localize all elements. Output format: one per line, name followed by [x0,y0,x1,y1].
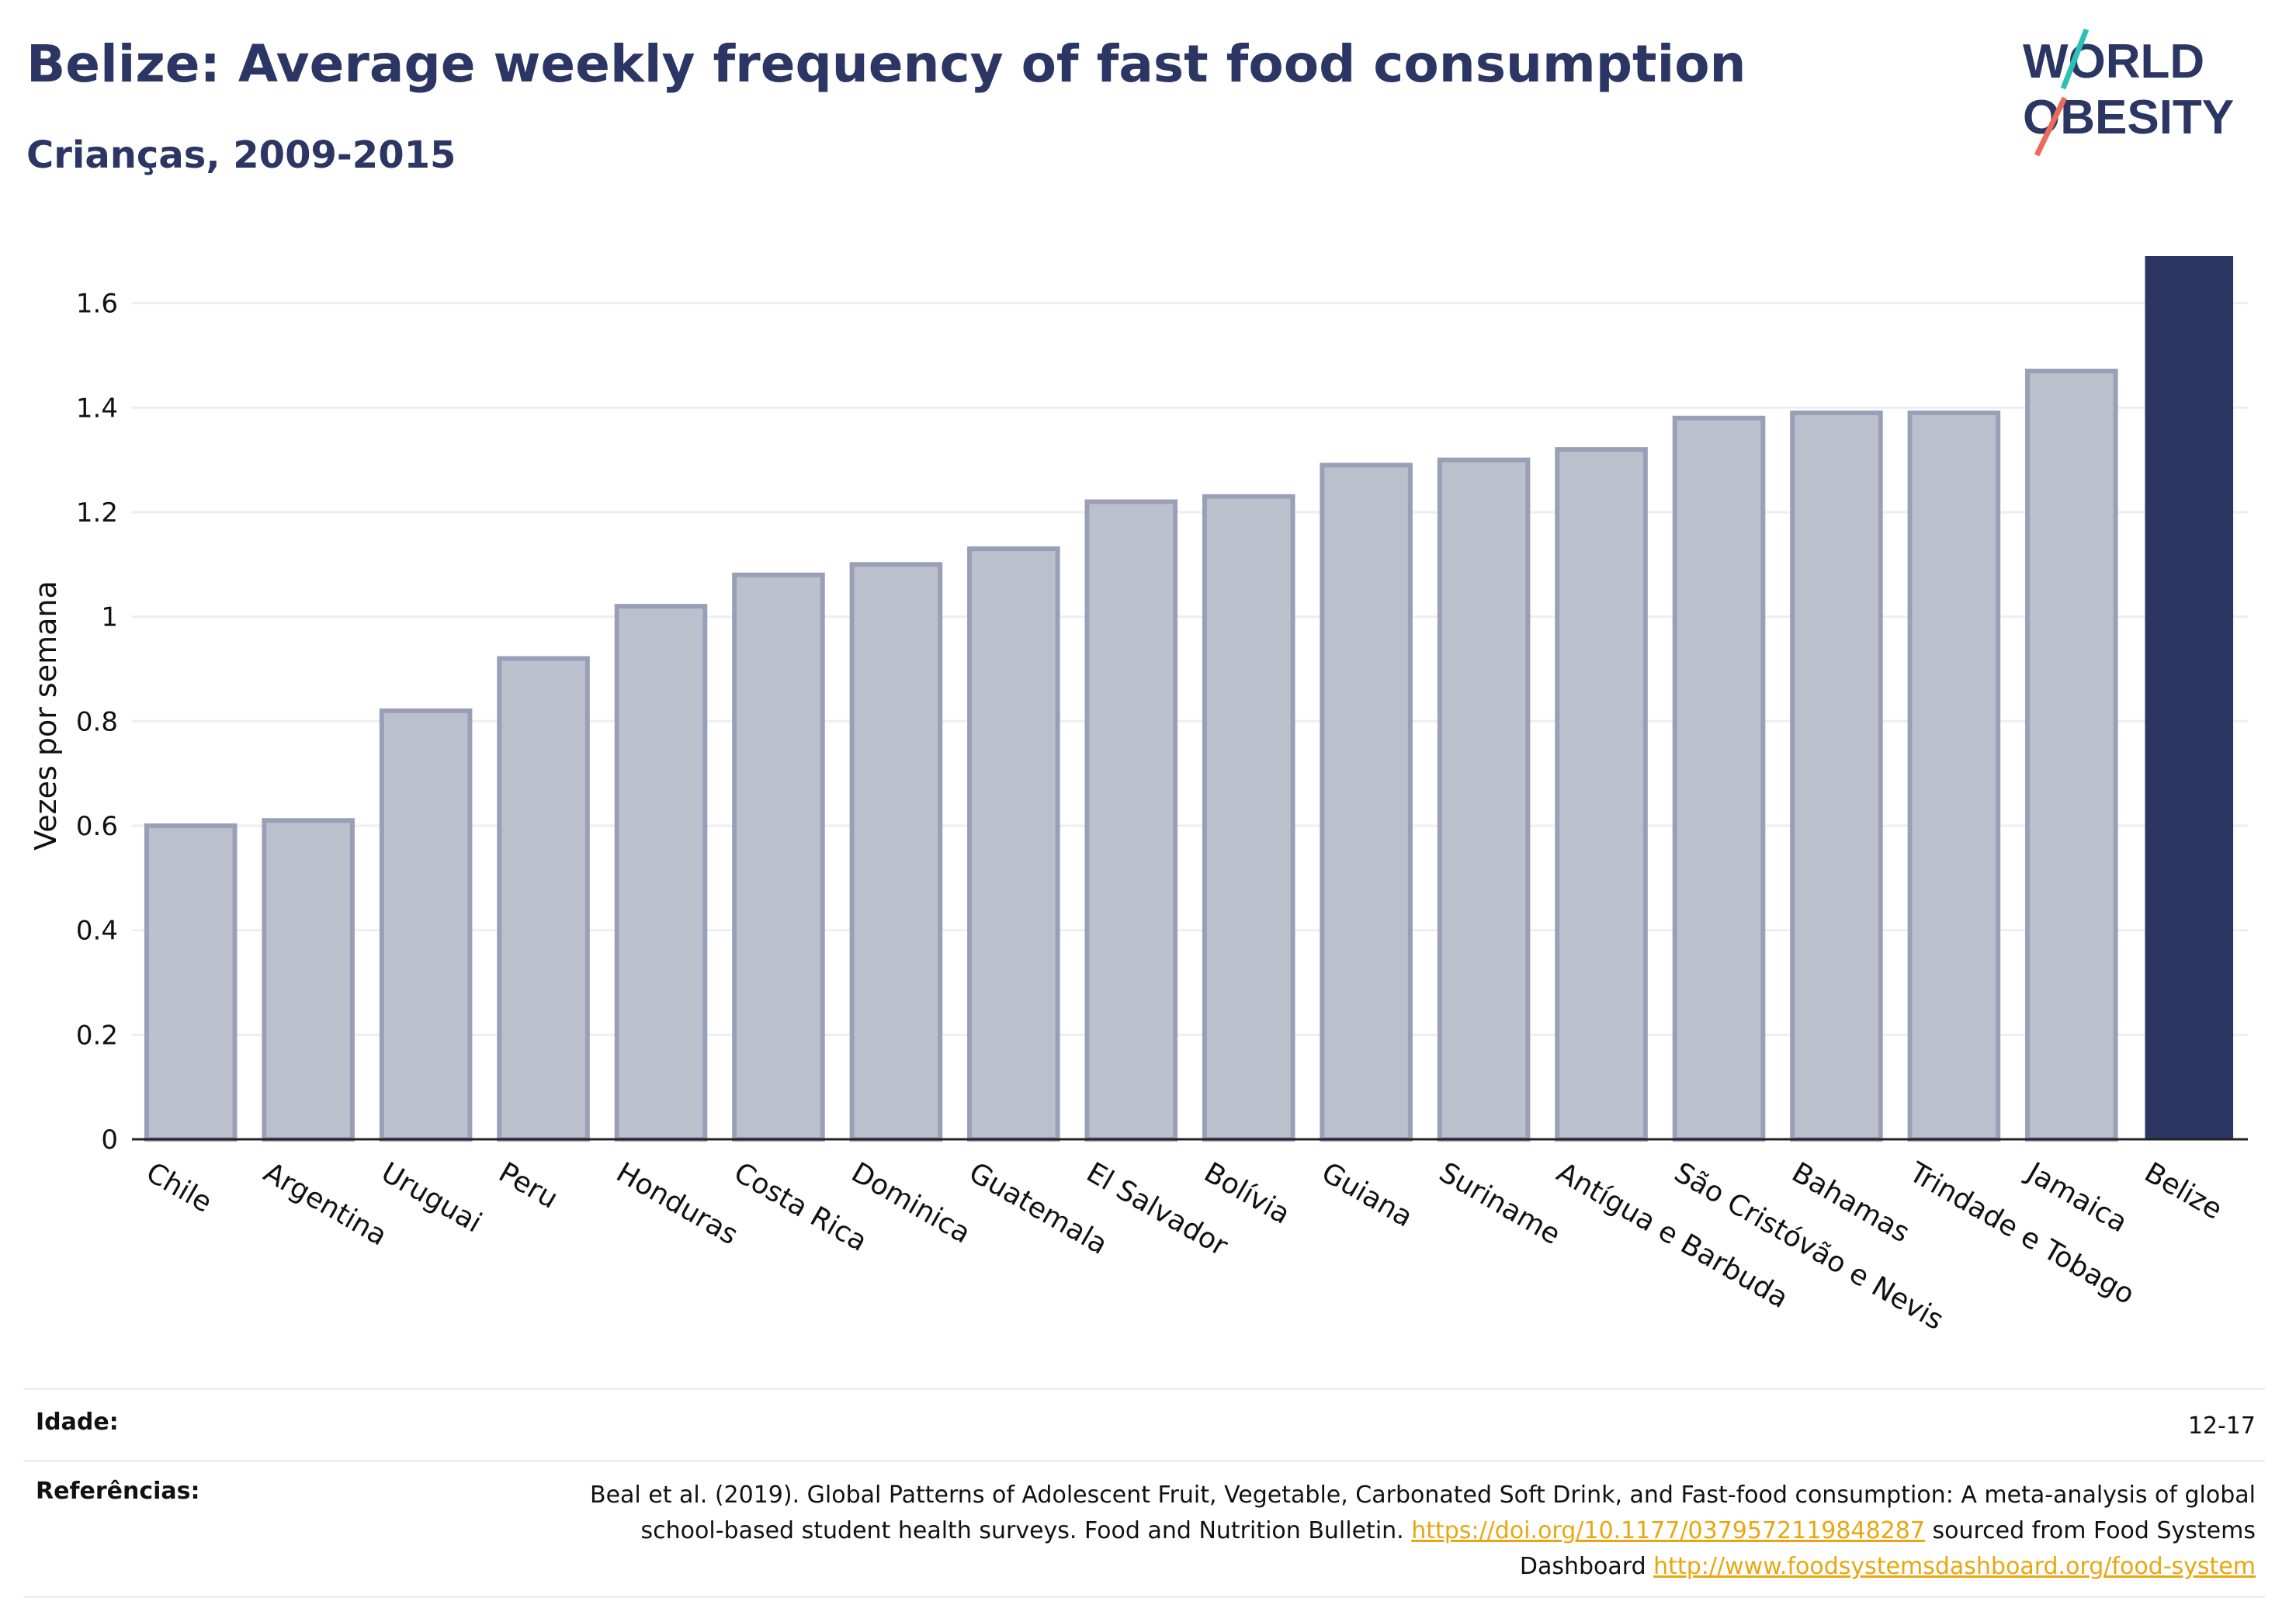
y-tick-label: 1 [101,602,118,633]
y-tick-label: 1.6 [76,289,118,320]
logo-line-1: WORLD [2023,35,2204,88]
bar-peru[interactable] [497,656,590,1142]
references-label: Referências: [36,1478,200,1505]
world-obesity-logo: WORLD OBESITY [2023,28,2234,157]
x-category-label: Bolívia [1198,1156,1295,1231]
bar-trindade-e-tobago[interactable] [1907,411,2001,1142]
footer-divider [23,1596,2265,1598]
bar-argentina[interactable] [262,818,355,1142]
y-tick-label: 0 [101,1125,118,1156]
bar-el-salvador[interactable] [1084,499,1178,1142]
bar-s-o-crist-v-o-e-nevis[interactable] [1672,415,1766,1142]
x-category-label: Uruguai [376,1156,487,1239]
bar-honduras[interactable] [614,604,708,1142]
bar-dominica[interactable] [849,562,943,1142]
reference-source: sourced from Food Systems Dashboard [1519,1517,2256,1580]
bar-suriname[interactable] [1437,457,1531,1142]
x-category-label: Suriname [1434,1156,1566,1251]
y-tick-label: 0.4 [76,916,118,947]
age-value: 12-17 [2187,1412,2256,1440]
bar-guiana[interactable] [1320,463,1413,1142]
bar-costa-rica[interactable] [732,572,825,1142]
age-row: Idade: 12-17 [23,1390,2265,1460]
y-tick-labels: 0 0.2 0.4 0.6 0.8 1 1.2 1.4 1.6 [76,289,118,1156]
age-label: Idade: [36,1409,119,1436]
bar-jamaica[interactable] [2025,369,2118,1142]
bars [144,256,2234,1142]
bar-chart: 0 0.2 0.4 0.6 0.8 1 1.2 1.4 1.6 Chile ArgentinaUr… [29,256,2248,1336]
logo-slash-teal [2060,28,2090,90]
x-category-label: Honduras [611,1156,743,1251]
footer-divider [23,1388,2265,1390]
x-category-label: Argentina [258,1156,393,1252]
bar-ant-gua-e-barbuda[interactable] [1555,447,1648,1142]
x-category-label: Belize [2139,1156,2228,1225]
x-category-label: Trindade e Tobago [1903,1156,2140,1311]
references-text: Beal et al. (2019). Global Patterns of A… [532,1478,2265,1585]
bar-bol-via[interactable] [1202,494,1295,1142]
footer-divider [23,1460,2265,1462]
doi-link[interactable]: https://doi.org/10.1177/0379572119848287 [1411,1517,1925,1544]
dashboard-link[interactable]: http://www.foodsystemsdashboard.org/food… [1653,1553,2256,1580]
grid-lines [132,302,2248,1036]
bar-uruguai[interactable] [379,708,473,1142]
bar-bahamas[interactable] [1790,411,1883,1142]
y-tick-label: 1.2 [76,497,118,529]
reference-citation: Beal et al. (2019). Global Patterns of A… [589,1482,2256,1544]
x-category-label: Chile [140,1156,217,1219]
references-row: Referências: Beal et al. (2019). Global … [23,1462,2265,1596]
y-tick-label: 0.6 [76,811,118,842]
x-category-label: Costa Rica [728,1156,872,1258]
y-tick-label: 0.8 [76,706,118,737]
logo-slash-coral [2034,96,2068,157]
bar-guatemala[interactable] [967,546,1060,1142]
x-category-label: Guiana [1316,1156,1418,1233]
bar-belize[interactable] [2145,256,2234,1139]
chart-title: Belize: Average weekly frequency of fast… [26,34,1746,94]
footer-table: Idade: 12-17 Referências: Beal et al. (2… [23,1388,2265,1598]
y-axis-title: Vezes por semana [29,581,63,851]
y-tick-label: 1.4 [76,393,118,424]
bar-chile[interactable] [144,823,238,1142]
chart-subtitle: Crianças, 2009-2015 [26,133,456,177]
x-category-label: Peru [494,1156,564,1215]
y-tick-label: 0.2 [76,1020,118,1051]
